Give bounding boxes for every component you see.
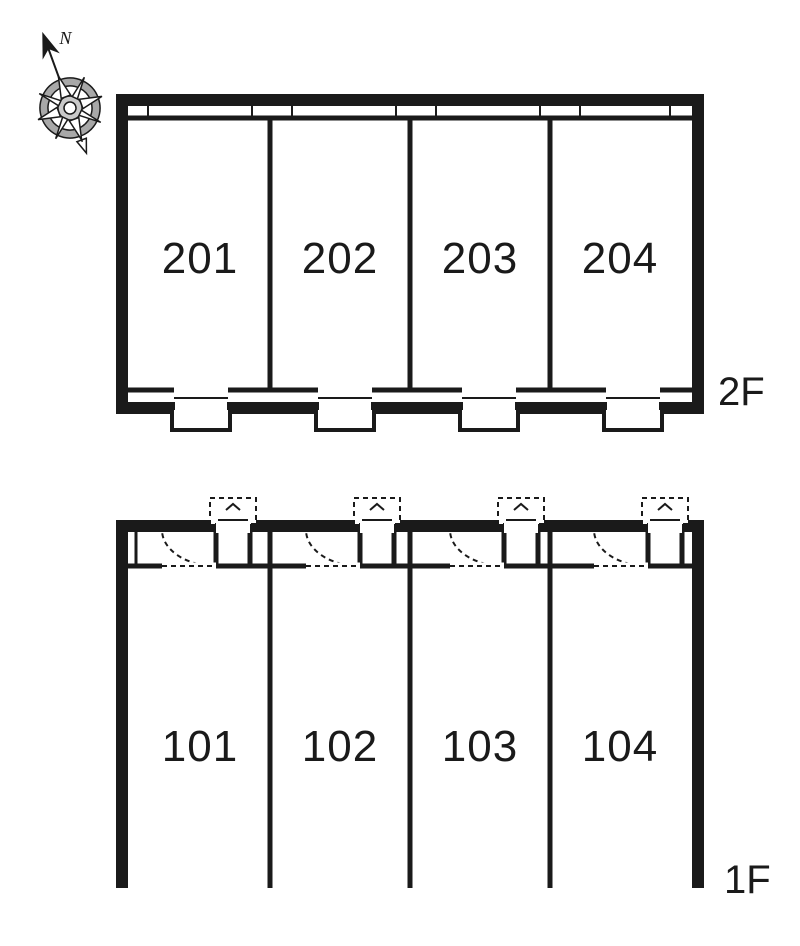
unit-label-102: 102 <box>280 722 400 772</box>
unit-label-203: 203 <box>420 234 540 284</box>
unit-label-202: 202 <box>280 234 400 284</box>
unit-label-204: 204 <box>560 234 680 284</box>
floorplan-canvas: N <box>0 0 800 941</box>
floorplan-svg <box>0 0 800 941</box>
floor-label-2f: 2F <box>718 370 765 415</box>
unit-label-104: 104 <box>560 722 680 772</box>
compass-icon: N <box>20 20 120 160</box>
unit-label-103: 103 <box>420 722 540 772</box>
unit-label-101: 101 <box>140 722 260 772</box>
floor-label-1f: 1F <box>724 858 771 903</box>
svg-text:N: N <box>58 28 72 48</box>
floor-1f <box>122 498 698 888</box>
unit-label-201: 201 <box>140 234 260 284</box>
